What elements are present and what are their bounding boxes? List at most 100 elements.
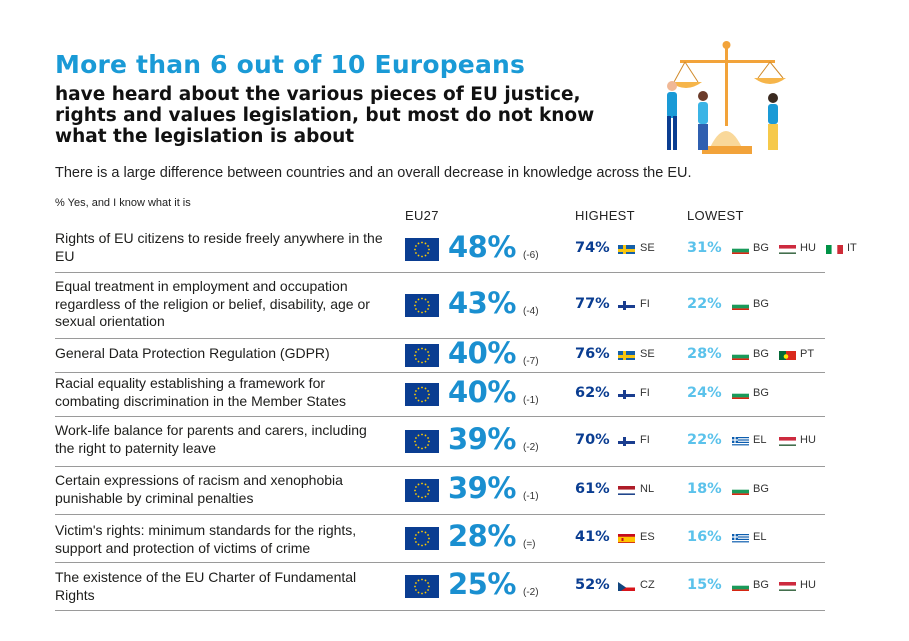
flag-se-icon (618, 243, 635, 254)
eu27-change: (-1) (523, 395, 539, 406)
lowest-percentage: 18% (687, 481, 722, 497)
highest-percentage: 61% (575, 481, 610, 497)
lowest-percentage: 22% (687, 432, 722, 448)
lowest-percentage: 15% (687, 577, 722, 593)
lowest-country-code: HU (800, 579, 816, 591)
flag-it-icon (826, 243, 843, 254)
table-row: Victim's rights: minimum standards for t… (55, 514, 825, 563)
table-row: Equal treatment in employment and occupa… (55, 272, 825, 339)
measure-note: % Yes, and I know what it is (55, 197, 191, 209)
lowest-country-code: BG (753, 483, 769, 495)
eu27-percentage: 48% (448, 230, 516, 264)
flag-bg-icon (732, 299, 749, 310)
eu27-percentage: 39% (448, 422, 516, 456)
lowest-percentage: 28% (687, 346, 722, 362)
eu-flag-icon (405, 429, 439, 453)
eu-flag-icon (405, 382, 439, 406)
flag-fi-icon (618, 299, 635, 310)
flag-hu-icon (779, 435, 796, 446)
eu27-percentage: 39% (448, 471, 516, 505)
eu27-percentage: 40% (448, 375, 516, 409)
flag-bg-icon (732, 243, 749, 254)
highest-percentage: 52% (575, 577, 610, 593)
highest-country-code: FI (640, 387, 650, 399)
lowest-country-code: EL (753, 531, 767, 543)
column-header-eu27: EU27 (405, 208, 439, 223)
table-row: General Data Protection Regulation (GDPR… (55, 336, 825, 373)
flag-pt-icon (779, 349, 796, 360)
eu-flag-icon (405, 293, 439, 317)
eu27-percentage: 28% (448, 519, 516, 553)
flag-nl-icon (618, 484, 635, 495)
legislation-label: Racial equality establishing a framework… (55, 375, 347, 409)
lowest-country-code: BG (753, 387, 769, 399)
lowest-country-code: IT (847, 242, 857, 254)
eu-flag-icon (405, 343, 439, 367)
eu27-change: (-1) (523, 491, 539, 502)
highest-country-code: NL (640, 483, 655, 495)
flag-bg-icon (732, 388, 749, 399)
eu-flag-icon (405, 237, 439, 261)
lowest-percentage: 31% (687, 240, 722, 256)
highest-percentage: 70% (575, 432, 610, 448)
legislation-label: Work-life balance for parents and carers… (55, 422, 367, 456)
column-header-highest: HIGHEST (575, 208, 635, 223)
lowest-percentage: 22% (687, 296, 722, 312)
highest-percentage: 77% (575, 296, 610, 312)
lowest-country-code: BG (753, 298, 769, 310)
highest-country-code: CZ (640, 579, 655, 591)
eu27-change: (-6) (523, 250, 539, 261)
legislation-label: The existence of the EU Charter of Funda… (55, 569, 357, 603)
legislation-label: Certain expressions of racism and xenoph… (55, 472, 343, 506)
highest-country-code: SE (640, 348, 655, 360)
flag-fi-icon (618, 435, 635, 446)
flag-bg-icon (732, 484, 749, 495)
lowest-country-code: HU (800, 242, 816, 254)
eu27-change: (-2) (523, 442, 539, 453)
lowest-percentage: 16% (687, 529, 722, 545)
flag-cz-icon (618, 580, 635, 591)
legislation-label: Rights of EU citizens to reside freely a… (55, 230, 383, 264)
highest-country-code: SE (640, 242, 655, 254)
page-subtitle-heading: have heard about the various pieces of E… (55, 84, 595, 147)
lowest-country-code: BG (753, 348, 769, 360)
lowest-percentage: 24% (687, 385, 722, 401)
lowest-country-code: EL (753, 434, 767, 446)
lowest-country-code: HU (800, 434, 816, 446)
flag-el-icon (732, 532, 749, 543)
eu27-percentage: 25% (448, 567, 516, 601)
highest-percentage: 41% (575, 529, 610, 545)
eu27-percentage: 40% (448, 336, 516, 370)
lowest-country-code: PT (800, 348, 815, 360)
highest-percentage: 74% (575, 240, 610, 256)
justice-scales-illustration (667, 41, 786, 154)
legislation-label: Equal treatment in employment and occupa… (55, 278, 370, 329)
eu27-percentage: 43% (448, 286, 516, 320)
flag-hu-icon (779, 243, 796, 254)
legislation-label: General Data Protection Regulation (GDPR… (55, 345, 330, 361)
eu27-change: (-7) (523, 356, 539, 367)
lowest-country-code: BG (753, 242, 769, 254)
column-header-lowest: LOWEST (687, 208, 744, 223)
flag-el-icon (732, 435, 749, 446)
flag-fi-icon (618, 388, 635, 399)
table-row: The existence of the EU Charter of Funda… (55, 562, 825, 611)
eu27-change: (=) (523, 539, 536, 550)
eu27-change: (-2) (523, 587, 539, 598)
page-title: More than 6 out of 10 Europeans (55, 50, 526, 79)
table-row: Certain expressions of racism and xenoph… (55, 466, 825, 515)
table-row: Rights of EU citizens to reside freely a… (55, 226, 857, 273)
highest-country-code: FI (640, 298, 650, 310)
highest-percentage: 76% (575, 346, 610, 362)
flag-bg-icon (732, 349, 749, 360)
highest-country-code: FI (640, 434, 650, 446)
eu27-change: (-4) (523, 306, 539, 317)
eu-flag-icon (405, 526, 439, 550)
eu-flag-icon (405, 478, 439, 502)
flag-es-icon (618, 532, 635, 543)
highest-percentage: 62% (575, 385, 610, 401)
intro-text: There is a large difference between coun… (55, 165, 692, 181)
flag-se-icon (618, 349, 635, 360)
lowest-country-code: BG (753, 579, 769, 591)
flag-bg-icon (732, 580, 749, 591)
